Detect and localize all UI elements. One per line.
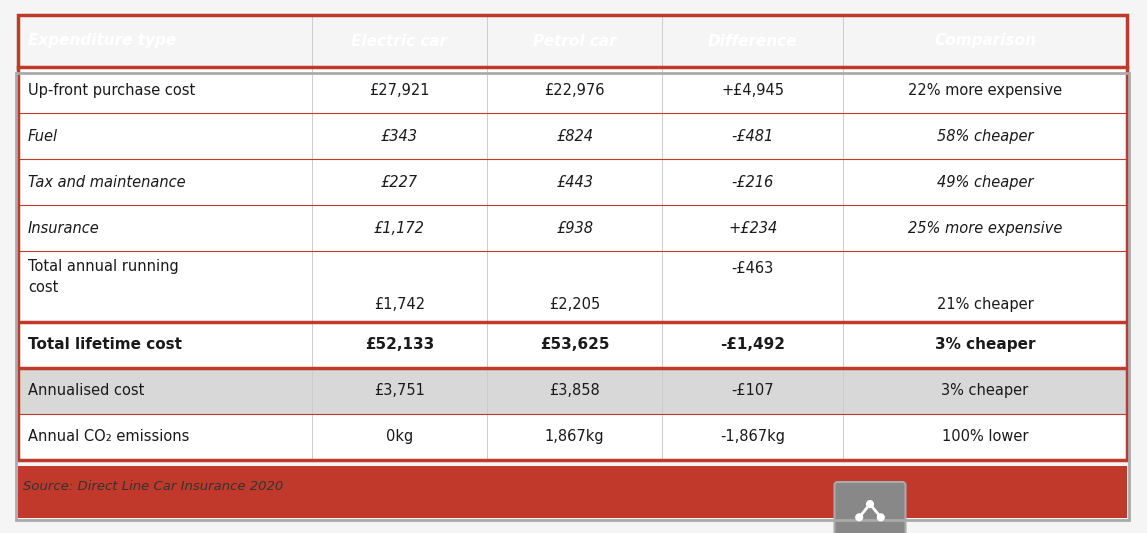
Text: £52,133: £52,133 bbox=[365, 337, 434, 352]
Text: -£107: -£107 bbox=[732, 383, 774, 399]
Text: £824: £824 bbox=[556, 128, 593, 143]
Text: Total annual running
cost: Total annual running cost bbox=[28, 259, 179, 295]
Bar bbox=[18, 113, 1128, 159]
Text: £22,976: £22,976 bbox=[545, 83, 604, 98]
Text: Tax and maintenance: Tax and maintenance bbox=[28, 175, 186, 190]
Text: Electric car: Electric car bbox=[351, 34, 447, 49]
Text: 0kg: 0kg bbox=[385, 430, 413, 445]
Bar bbox=[18, 368, 1128, 414]
Text: £3,858: £3,858 bbox=[549, 383, 600, 399]
Text: Up-front purchase cost: Up-front purchase cost bbox=[28, 83, 195, 98]
Bar bbox=[18, 159, 1128, 205]
Bar bbox=[18, 466, 1128, 518]
Text: 3% cheaper: 3% cheaper bbox=[942, 383, 1029, 399]
Text: Total lifetime cost: Total lifetime cost bbox=[28, 337, 182, 352]
Text: Source: Direct Line Car Insurance 2020: Source: Direct Line Car Insurance 2020 bbox=[23, 480, 283, 493]
Text: Annualised cost: Annualised cost bbox=[28, 383, 145, 399]
Bar bbox=[16, 73, 1129, 520]
Text: -£1,492: -£1,492 bbox=[720, 337, 786, 352]
Circle shape bbox=[856, 514, 863, 521]
Text: £227: £227 bbox=[381, 175, 418, 190]
Text: 100% lower: 100% lower bbox=[942, 430, 1029, 445]
Bar bbox=[18, 414, 1128, 460]
Text: £938: £938 bbox=[556, 221, 593, 236]
Text: £3,751: £3,751 bbox=[374, 383, 424, 399]
Text: Annual CO₂ emissions: Annual CO₂ emissions bbox=[28, 430, 189, 445]
Bar bbox=[18, 251, 1128, 322]
Text: £27,921: £27,921 bbox=[369, 83, 430, 98]
Text: Petrol car: Petrol car bbox=[533, 34, 617, 49]
Text: -£463: -£463 bbox=[732, 261, 774, 276]
Text: -£216: -£216 bbox=[732, 175, 774, 190]
Bar bbox=[18, 67, 1128, 113]
Text: £443: £443 bbox=[556, 175, 593, 190]
Text: £1,742: £1,742 bbox=[374, 297, 426, 312]
Bar bbox=[18, 205, 1128, 251]
Bar bbox=[18, 322, 1128, 368]
Text: -1,867kg: -1,867kg bbox=[720, 430, 786, 445]
Text: Comparison: Comparison bbox=[934, 34, 1036, 49]
Bar bbox=[18, 15, 1128, 460]
Text: £343: £343 bbox=[381, 128, 418, 143]
Text: +£234: +£234 bbox=[728, 221, 778, 236]
Circle shape bbox=[877, 514, 884, 521]
Text: 58% cheaper: 58% cheaper bbox=[937, 128, 1033, 143]
Text: £1,172: £1,172 bbox=[374, 221, 424, 236]
Text: Fuel: Fuel bbox=[28, 128, 58, 143]
Text: 3% cheaper: 3% cheaper bbox=[935, 337, 1036, 352]
Text: 21% cheaper: 21% cheaper bbox=[937, 297, 1033, 312]
Circle shape bbox=[867, 500, 873, 507]
Text: 1,867kg: 1,867kg bbox=[545, 430, 604, 445]
Text: Difference: Difference bbox=[708, 34, 797, 49]
Text: Insurance: Insurance bbox=[28, 221, 100, 236]
Text: -£481: -£481 bbox=[732, 128, 774, 143]
Text: +£4,945: +£4,945 bbox=[721, 83, 785, 98]
Text: Expenditure type: Expenditure type bbox=[28, 34, 177, 49]
Text: £53,625: £53,625 bbox=[540, 337, 609, 352]
Text: £2,205: £2,205 bbox=[549, 297, 600, 312]
Text: 22% more expensive: 22% more expensive bbox=[908, 83, 1062, 98]
FancyBboxPatch shape bbox=[835, 482, 905, 533]
Text: 49% cheaper: 49% cheaper bbox=[937, 175, 1033, 190]
Text: 25% more expensive: 25% more expensive bbox=[908, 221, 1062, 236]
